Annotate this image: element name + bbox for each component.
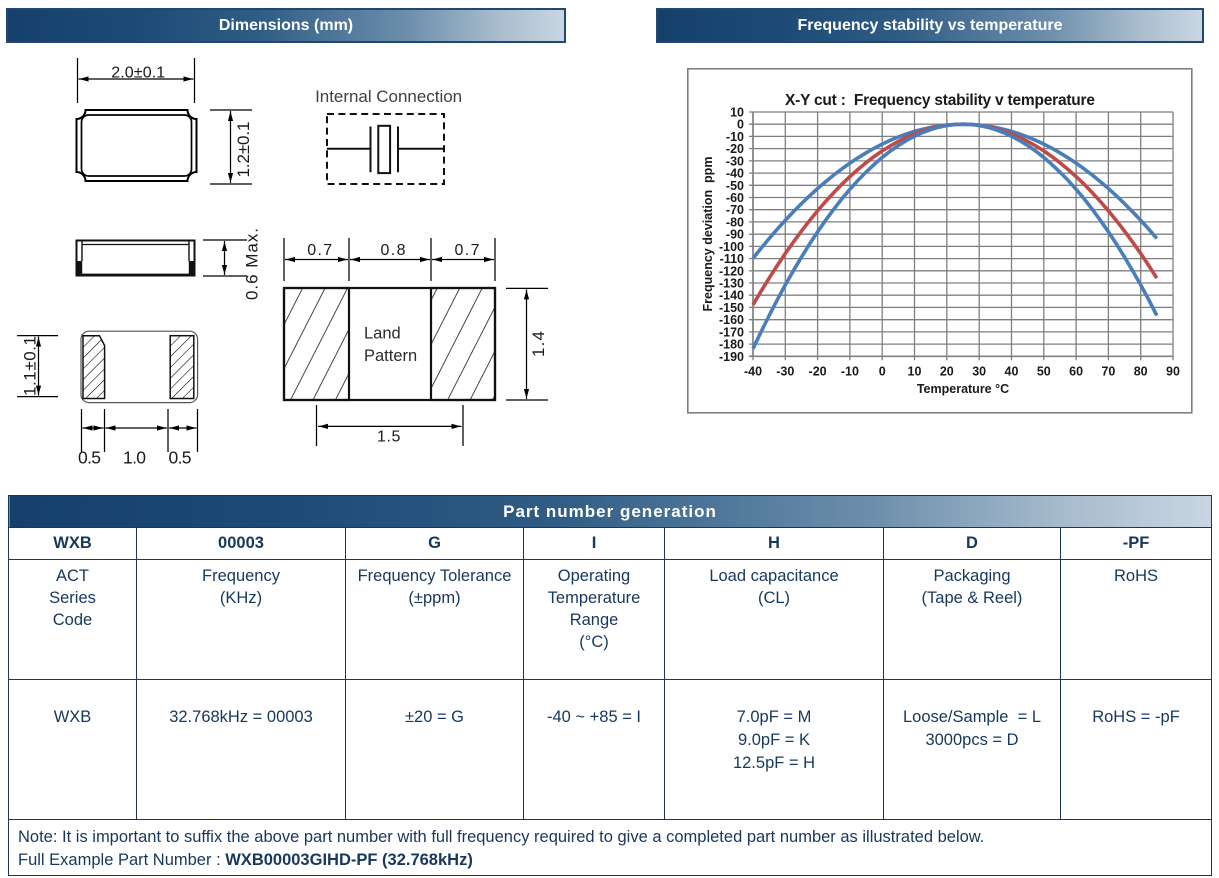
svg-text:10: 10 xyxy=(908,365,922,379)
svg-text:-20: -20 xyxy=(809,365,827,379)
svg-text:30: 30 xyxy=(972,365,986,379)
svg-text:-190: -190 xyxy=(719,350,744,364)
svg-text:50: 50 xyxy=(1037,365,1051,379)
svg-text:-170: -170 xyxy=(719,325,744,339)
svg-text:2.0±0.1: 2.0±0.1 xyxy=(111,65,165,82)
svg-text:-30: -30 xyxy=(776,365,794,379)
svg-text:-70: -70 xyxy=(726,203,744,217)
svg-text:70: 70 xyxy=(1101,365,1115,379)
svg-text:Frequency deviation ppm: Frequency deviation ppm xyxy=(701,157,715,312)
svg-text:-60: -60 xyxy=(726,191,744,205)
svg-text:1.2±0.1: 1.2±0.1 xyxy=(234,122,253,178)
svg-text:0.7: 0.7 xyxy=(307,242,332,259)
svg-text:90: 90 xyxy=(1166,365,1180,379)
svg-text:40: 40 xyxy=(1005,365,1019,379)
svg-text:0.7: 0.7 xyxy=(455,242,480,259)
svg-text:-140: -140 xyxy=(719,289,744,303)
svg-text:-100: -100 xyxy=(719,240,744,254)
svg-text:-80: -80 xyxy=(726,215,744,229)
svg-text:60: 60 xyxy=(1069,365,1083,379)
svg-text:-130: -130 xyxy=(719,277,744,291)
svg-text:0.5: 0.5 xyxy=(169,448,192,468)
svg-text:-40: -40 xyxy=(726,167,744,181)
svg-text:-20: -20 xyxy=(726,142,744,156)
svg-text:10: 10 xyxy=(730,106,744,120)
svg-text:-110: -110 xyxy=(720,252,744,266)
svg-text:1.0: 1.0 xyxy=(123,448,146,468)
svg-text:Pattern: Pattern xyxy=(364,347,417,365)
svg-text:-10: -10 xyxy=(726,130,744,144)
svg-text:0: 0 xyxy=(737,118,744,132)
svg-text:0.5: 0.5 xyxy=(78,448,101,468)
svg-text:-50: -50 xyxy=(726,179,744,193)
svg-text:20: 20 xyxy=(940,365,954,379)
svg-text:-180: -180 xyxy=(719,338,744,352)
svg-text:80: 80 xyxy=(1134,365,1148,379)
svg-text:0.6 Max.: 0.6 Max. xyxy=(243,228,262,300)
svg-text:1.5: 1.5 xyxy=(377,428,401,445)
svg-text:-160: -160 xyxy=(719,313,744,327)
svg-text:-150: -150 xyxy=(719,301,744,315)
svg-text:0: 0 xyxy=(879,365,886,379)
svg-text:Temperature °C: Temperature °C xyxy=(917,382,1009,396)
svg-text:-30: -30 xyxy=(726,154,744,168)
svg-text:-40: -40 xyxy=(744,365,762,379)
svg-text:X-Y cut : Frequency stability: X-Y cut : Frequency stability v temperat… xyxy=(785,92,1095,109)
svg-text:1.4: 1.4 xyxy=(529,331,548,357)
svg-text:-90: -90 xyxy=(726,228,744,242)
svg-text:0.8: 0.8 xyxy=(381,242,406,259)
svg-text:-10: -10 xyxy=(841,365,859,379)
svg-text:Land: Land xyxy=(364,325,401,343)
svg-text:Internal Connection: Internal Connection xyxy=(315,87,462,106)
svg-text:-120: -120 xyxy=(719,264,744,278)
svg-text:1.1±0.1: 1.1±0.1 xyxy=(21,336,40,396)
